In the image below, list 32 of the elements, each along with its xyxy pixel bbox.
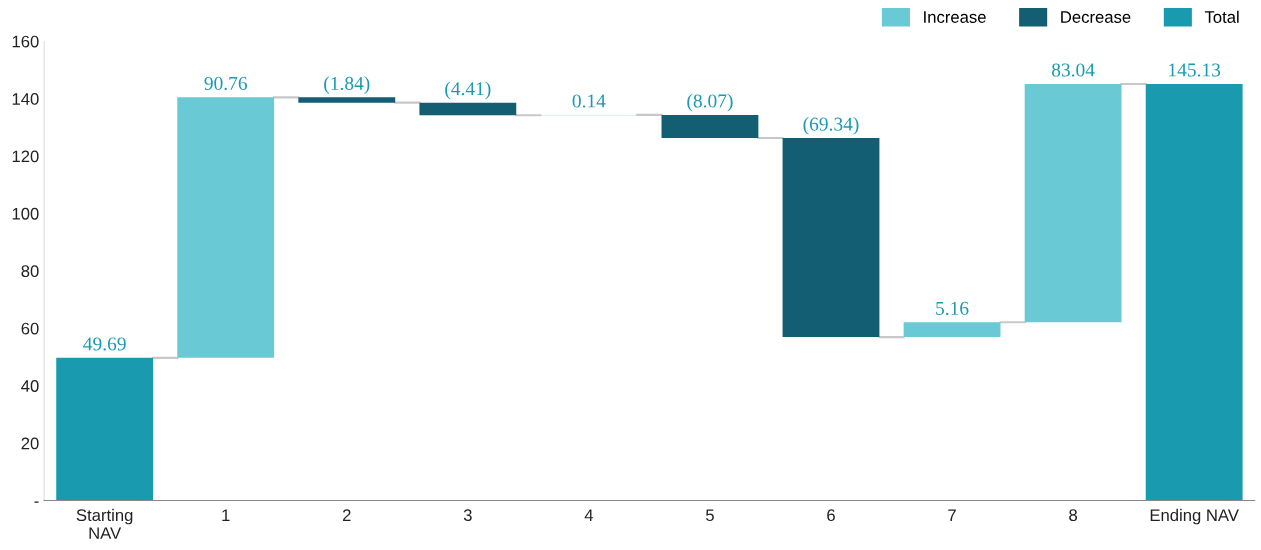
data-label: 5.16 [936, 301, 969, 315]
y-tick-label: 120 [12, 150, 39, 163]
legend-label: Decrease [1061, 11, 1131, 23]
x-tick-label: 7 [948, 509, 956, 521]
x-tick-label: 5 [705, 509, 714, 522]
y-tick-label: 100 [12, 207, 39, 220]
data-label: (8.07) [687, 93, 733, 112]
data-label: (69.34) [803, 116, 859, 135]
x-tick-label: 1 [222, 509, 230, 521]
x-tick-label: 2 [342, 509, 351, 521]
data-label: 0.14 [572, 94, 606, 108]
y-tick-label: 140 [12, 93, 39, 105]
x-tick-label: 6 [827, 509, 835, 522]
legend-label: Total [1204, 10, 1239, 23]
data-label: (1.84) [324, 76, 370, 94]
x-tick-label: Starting NAV [76, 508, 133, 539]
y-tick-label: - [34, 501, 39, 503]
data-label: 83.04 [1051, 63, 1095, 77]
y-tick-label: 80 [21, 265, 39, 278]
data-label: 49.69 [83, 337, 126, 351]
y-tick-label: 40 [21, 380, 39, 392]
data-label: (4.41) [445, 81, 491, 100]
y-tick-label: 20 [21, 437, 39, 450]
data-label: 90.76 [204, 76, 248, 91]
data-label: 145.13 [1169, 63, 1221, 77]
y-tick-label: 60 [21, 322, 39, 335]
x-tick-label: 3 [463, 509, 472, 522]
x-tick-label: Ending NAV [1150, 508, 1239, 525]
legend-label: Increase [924, 11, 986, 23]
y-tick-label: 160 [12, 35, 39, 48]
x-tick-label: 8 [1069, 509, 1078, 522]
x-tick-label: 4 [584, 509, 594, 521]
